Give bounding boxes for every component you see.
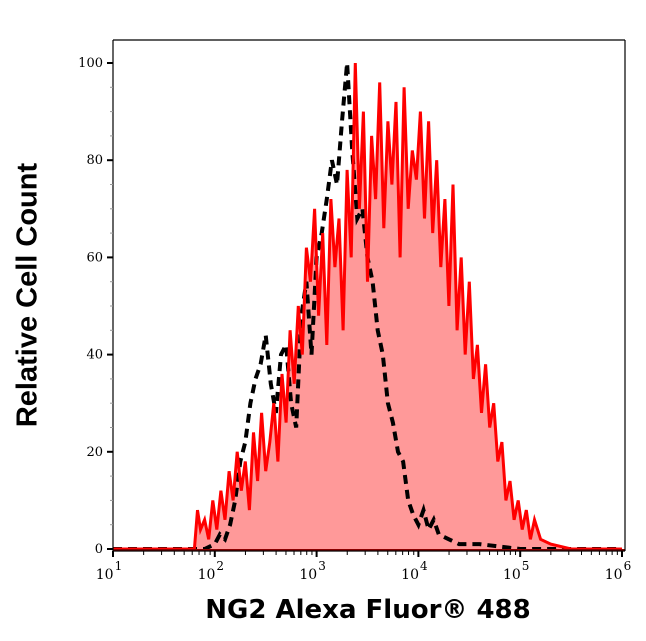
y-tick-label: 60: [86, 250, 103, 265]
y-tick-label: 40: [86, 348, 103, 363]
x-tick-label: 102: [198, 559, 224, 583]
x-tick-label: 104: [401, 559, 428, 583]
y-axis-title: Relative Cell Count: [11, 162, 44, 428]
histogram-traces: [113, 62, 625, 551]
y-tick-label: 0: [95, 542, 103, 557]
x-axis-title: NG2 Alexa Fluor® 488: [205, 595, 531, 625]
y-tick-label: 20: [86, 445, 103, 460]
x-tick-label: 106: [605, 559, 631, 583]
x-axis: 101 102 103 104 105 106: [96, 551, 631, 583]
y-tick-label: 80: [86, 153, 103, 168]
x-tick-label: 101: [96, 559, 122, 583]
x-tick-label: 103: [299, 559, 325, 583]
stained-solid-trace: [113, 62, 622, 551]
stained-histogram-fill: [113, 63, 622, 549]
x-tick-label: 105: [503, 559, 529, 583]
y-axis: 0 20 40 60 80 100: [78, 56, 113, 557]
y-tick-label: 100: [78, 56, 103, 71]
plot-frame: [112, 39, 626, 552]
